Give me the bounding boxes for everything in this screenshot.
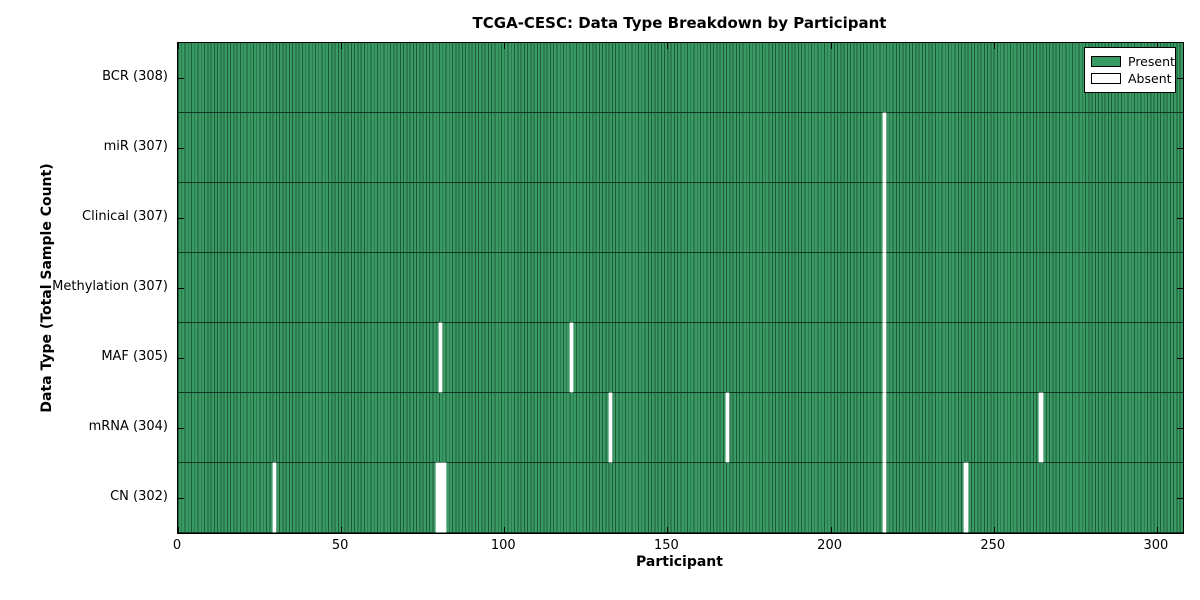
x-tick-mark [667,527,669,533]
x-tick-label-50: 50 [331,538,349,553]
y-tick-mark [178,288,184,289]
y-tick-label-miR: miR (307) [103,139,168,154]
y-tick-label-Clinical: Clinical (307) [82,209,168,224]
absent-bar-mRNA-168 [726,393,730,462]
y-tick-label-mRNA: mRNA (304) [88,419,168,434]
x-tick-mark [178,527,179,533]
chart-title: TCGA-CESC: Data Type Breakdown by Partic… [472,14,887,32]
y-tick-mark [1177,358,1183,359]
x-tick-label-150: 150 [654,538,679,553]
x-tick-label-250: 250 [980,538,1006,553]
x-axis-label: Participant [636,554,723,570]
absent-bar-CN-81 [442,463,446,532]
y-tick-mark [1177,428,1183,429]
y-tick-mark [178,358,184,359]
mosaic-row-mRNA [178,393,1183,463]
x-tick-mark [504,527,506,533]
y-tick-label-MAF: MAF (305) [101,349,168,364]
legend-item-present: Present [1091,53,1175,70]
x-tick-mark [504,43,506,49]
mosaic-row-miR [178,113,1183,183]
y-tick-mark [1177,288,1183,289]
mosaic-row-BCR [178,43,1183,113]
plot-area [177,42,1184,534]
mosaic-row-Clinical [178,183,1183,253]
present-swatch-icon [1091,56,1121,67]
mosaic-row-Methylation [178,253,1183,323]
y-tick-mark [1177,218,1183,219]
absent-bar-CN-241 [964,463,968,532]
y-tick-label-CN: CN (302) [110,489,168,504]
y-tick-mark [1177,498,1183,499]
absent-bar-MAF-80 [439,323,443,392]
legend-item-absent: Absent [1091,70,1172,87]
legend: Present Absent [1084,47,1176,93]
x-tick-mark [993,43,995,49]
mosaic-row-CN [178,463,1183,533]
x-tick-mark [341,527,343,533]
absent-bar-MAF-216 [882,323,887,392]
absent-bar-CN-216 [882,463,887,532]
x-tick-mark [667,43,669,49]
legend-label-absent: Absent [1128,71,1172,86]
absent-bar-mRNA-132 [608,393,612,462]
absent-bar-Clinical-216 [882,183,887,252]
absent-bar-mRNA-216 [882,393,887,462]
y-tick-mark [1177,78,1183,79]
legend-label-present: Present [1128,54,1175,69]
y-tick-mark [178,428,184,429]
absent-bar-Methylation-216 [882,253,887,322]
x-tick-label-100: 100 [490,538,516,553]
absent-bar-miR-216 [882,113,887,182]
y-tick-mark [178,218,184,219]
y-tick-mark [178,498,184,499]
x-tick-mark [830,43,832,49]
x-tick-label-300: 300 [1143,538,1169,553]
absent-bar-CN-80 [439,463,443,532]
absent-bar-CN-29 [272,463,276,532]
y-tick-label-Methylation: Methylation (307) [52,279,168,294]
y-tick-label-BCR: BCR (308) [102,69,168,84]
mosaic-row-MAF [178,323,1183,393]
x-tick-mark [1156,43,1158,49]
y-tick-mark [178,78,184,79]
absent-bar-MAF-120 [569,323,573,392]
y-tick-mark [1177,148,1183,149]
absent-bar-mRNA-264 [1039,393,1043,462]
absent-swatch-icon [1091,73,1121,84]
x-tick-mark [830,527,832,533]
y-tick-mark [178,148,184,149]
x-tick-mark [341,43,343,49]
x-tick-mark [178,43,179,49]
x-tick-label-200: 200 [817,538,842,553]
x-tick-mark [1156,527,1158,533]
x-tick-mark [993,527,995,533]
absent-bar-CN-79 [435,463,440,532]
x-tick-label-0: 0 [172,538,182,553]
